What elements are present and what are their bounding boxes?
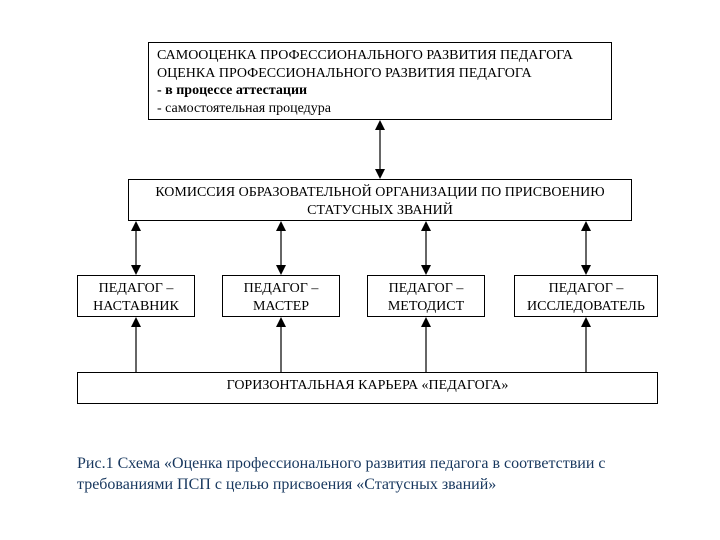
box-horizontal-career: ГОРИЗОНТАЛЬНАЯ КАРЬЕРА «ПЕДАГОГА» <box>77 372 658 404</box>
box-status-master: ПЕДАГОГ – МАСТЕР <box>222 275 340 317</box>
box-status-methodist: ПЕДАГОГ – МЕТОДИСТ <box>367 275 485 317</box>
status-researcher-text: ПЕДАГОГ – ИССЛЕДОВАТЕЛЬ <box>527 281 645 314</box>
box-commission: КОМИССИЯ ОБРАЗОВАТЕЛЬНОЙ ОРГАНИЗАЦИИ ПО … <box>128 179 632 221</box>
box-status-researcher: ПЕДАГОГ – ИССЛЕДОВАТЕЛЬ <box>514 275 658 317</box>
box-status-mentor: ПЕДАГОГ – НАСТАВНИК <box>77 275 195 317</box>
top-box-line: САМООЦЕНКА ПРОФЕССИОНАЛЬНОГО РАЗВИТИЯ ПЕ… <box>157 47 603 65</box>
diagram-canvas: САМООЦЕНКА ПРОФЕССИОНАЛЬНОГО РАЗВИТИЯ ПЕ… <box>0 0 720 540</box>
top-box-line: ОЦЕНКА ПРОФЕССИОНАЛЬНОГО РАЗВИТИЯ ПЕДАГО… <box>157 65 603 83</box>
top-box-line: - самостоятельная процедура <box>157 100 603 118</box>
figure-caption: Рис.1 Схема «Оценка профессионального ра… <box>77 454 659 496</box>
box-commission-text: КОМИССИЯ ОБРАЗОВАТЕЛЬНОЙ ОРГАНИЗАЦИИ ПО … <box>155 185 604 218</box>
status-master-text: ПЕДАГОГ – МАСТЕР <box>244 281 319 314</box>
status-mentor-text: ПЕДАГОГ – НАСТАВНИК <box>93 281 179 314</box>
career-text: ГОРИЗОНТАЛЬНАЯ КАРЬЕРА «ПЕДАГОГА» <box>227 378 509 393</box>
box-self-assessment: САМООЦЕНКА ПРОФЕССИОНАЛЬНОГО РАЗВИТИЯ ПЕ… <box>148 42 612 120</box>
status-methodist-text: ПЕДАГОГ – МЕТОДИСТ <box>388 281 464 314</box>
figure-caption-text: Рис.1 Схема «Оценка профессионального ра… <box>77 455 606 493</box>
top-box-line: - в процессе аттестации <box>157 82 603 100</box>
